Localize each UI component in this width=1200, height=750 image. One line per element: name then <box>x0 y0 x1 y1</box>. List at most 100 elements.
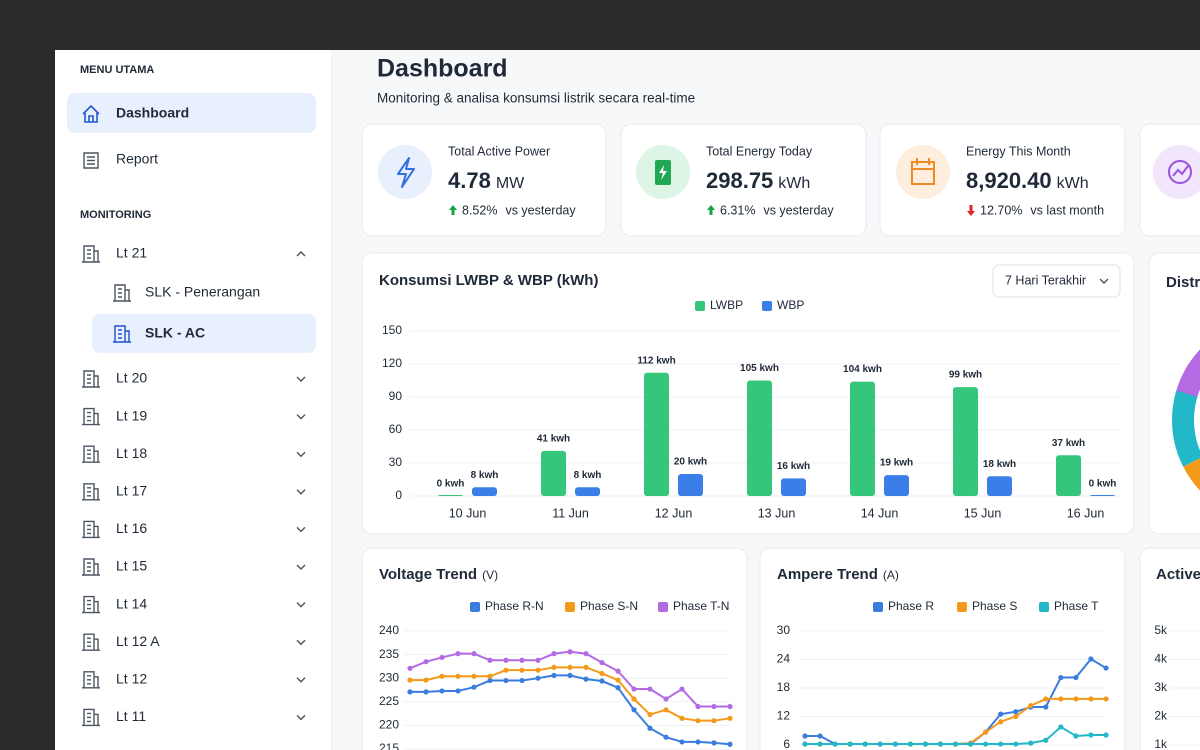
x-tick-label: 15 Jun <box>964 506 1002 520</box>
floor-label[interactable]: Lt 11 <box>116 708 146 724</box>
y-tick-label: 30 <box>777 623 791 637</box>
point <box>998 741 1004 747</box>
point <box>439 673 445 679</box>
x-tick-label: 13 Jun <box>758 506 796 520</box>
value-label: 105 kwh <box>740 363 779 374</box>
legend-label: Phase T <box>1054 599 1099 613</box>
legend-label: Phase S-N <box>580 599 638 613</box>
point <box>1043 704 1049 710</box>
submenu-active-bg[interactable] <box>92 314 316 353</box>
y-tick-label: 60 <box>389 422 403 436</box>
chart-title: Ampere Trend <box>777 566 878 583</box>
point <box>1058 724 1064 730</box>
icon-bg <box>378 145 432 199</box>
point <box>1043 696 1049 702</box>
point <box>551 664 557 670</box>
value-label: 8 kwh <box>574 470 602 481</box>
point <box>535 675 541 681</box>
stat-value: 8,920.40 <box>966 168 1052 193</box>
floor-label[interactable]: Lt 19 <box>116 407 147 423</box>
chevron <box>296 251 306 257</box>
menu-title: MENU UTAMA <box>80 64 154 76</box>
point <box>487 657 493 663</box>
bar <box>747 380 772 496</box>
chart-unit: (V) <box>482 568 498 582</box>
trend-arrow <box>967 205 975 216</box>
point <box>471 673 477 679</box>
floor-label[interactable]: Lt 16 <box>116 520 147 536</box>
point <box>567 664 573 670</box>
point <box>519 657 525 663</box>
legend-swatch <box>957 602 967 612</box>
app-window: MENU UTAMA Dashboard Report MONITORING D… <box>55 50 1200 750</box>
point <box>503 667 509 673</box>
power-icon <box>397 157 415 188</box>
stat-change: 12.70% <box>980 203 1022 217</box>
point <box>1013 713 1019 720</box>
building-icon <box>82 671 100 689</box>
menu-active-bg[interactable] <box>67 93 316 133</box>
bar <box>1090 495 1115 496</box>
value-label: 0 kwh <box>1089 479 1117 490</box>
y-tick-label: 12 <box>777 709 791 723</box>
legend-label: Phase R <box>888 599 934 613</box>
legend-swatch <box>470 602 480 612</box>
y-tick-label: 30 <box>389 455 403 469</box>
bar <box>678 474 703 496</box>
chart-icon-line <box>1172 165 1189 177</box>
page-title: Dashboard <box>377 55 508 83</box>
dropdown-label[interactable]: 7 Hari Terakhir <box>1005 273 1086 287</box>
building-icon <box>82 245 100 263</box>
stat-compare: vs yesterday <box>505 203 576 217</box>
point <box>1088 656 1094 662</box>
chevron <box>296 639 306 646</box>
dropdown[interactable] <box>992 264 1121 298</box>
point <box>711 703 717 710</box>
point <box>1103 696 1109 702</box>
legend-swatch <box>762 301 772 311</box>
point <box>1088 696 1094 702</box>
point <box>423 689 429 695</box>
submenu-label[interactable]: SLK - AC <box>145 325 205 341</box>
building-icon <box>82 558 100 576</box>
point <box>583 676 589 682</box>
floor-label[interactable]: Lt 20 <box>116 370 147 386</box>
point <box>679 686 685 692</box>
floor-label[interactable]: Lt 17 <box>116 483 147 499</box>
value-label: 16 kwh <box>777 461 810 472</box>
floor-label[interactable]: Lt 18 <box>116 445 147 461</box>
legend-label: WBP <box>777 298 804 312</box>
legend-label: Phase S <box>972 599 1017 613</box>
point <box>1103 732 1109 738</box>
point <box>695 739 701 745</box>
floor-label[interactable]: Lt 12 A <box>116 633 160 649</box>
stat-change: 8.52% <box>462 203 497 217</box>
icon-bg <box>896 145 950 199</box>
floor-label[interactable]: Lt 14 <box>116 595 147 611</box>
point <box>1073 674 1079 681</box>
stat-unit: MW <box>496 175 525 192</box>
bar <box>438 495 463 496</box>
point <box>1073 696 1079 702</box>
menu-item[interactable]: Report <box>116 151 158 167</box>
y-tick-label: 24 <box>777 652 791 666</box>
submenu-label[interactable]: SLK - Penerangan <box>145 284 260 300</box>
floor-label[interactable]: Lt 15 <box>116 558 147 574</box>
point <box>817 733 823 739</box>
value-label: 19 kwh <box>880 458 913 469</box>
point <box>487 673 493 679</box>
floor-label[interactable]: Lt 12 <box>116 671 147 687</box>
chart-card <box>759 547 1126 750</box>
floor-label[interactable]: Lt 21 <box>116 245 147 261</box>
point <box>519 667 525 673</box>
point <box>727 741 733 747</box>
point <box>983 729 989 735</box>
chart-title: Distr <box>1166 274 1200 291</box>
point <box>832 741 838 747</box>
chart-unit: (A) <box>883 568 899 582</box>
y-tick-label: 2k <box>1154 709 1168 723</box>
menu-item[interactable]: Dashboard <box>116 105 189 121</box>
bar <box>541 450 566 496</box>
y-tick-label: 225 <box>379 694 399 708</box>
calendar-icon <box>911 158 935 185</box>
